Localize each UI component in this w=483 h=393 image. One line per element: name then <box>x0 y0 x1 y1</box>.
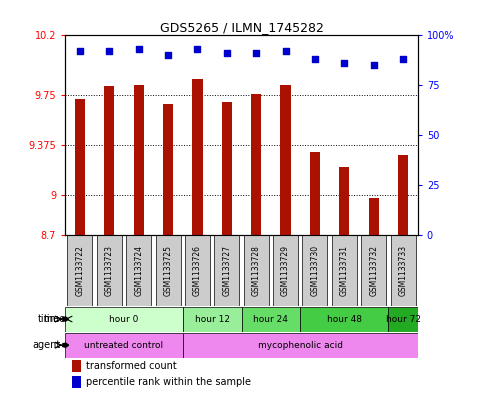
Point <box>252 50 260 57</box>
Bar <box>163 105 173 235</box>
FancyBboxPatch shape <box>126 235 151 306</box>
Text: hour 12: hour 12 <box>195 314 229 323</box>
Bar <box>398 155 408 235</box>
Text: GSM1133724: GSM1133724 <box>134 245 143 296</box>
Title: GDS5265 / ILMN_1745282: GDS5265 / ILMN_1745282 <box>159 21 324 34</box>
FancyBboxPatch shape <box>214 235 239 306</box>
Point <box>282 48 289 55</box>
Text: time: time <box>38 314 60 324</box>
Text: hour 24: hour 24 <box>254 314 288 323</box>
Text: hour 0: hour 0 <box>109 314 139 323</box>
FancyBboxPatch shape <box>68 235 92 306</box>
FancyBboxPatch shape <box>183 332 418 358</box>
FancyBboxPatch shape <box>244 235 269 306</box>
FancyBboxPatch shape <box>242 307 300 332</box>
Text: percentile rank within the sample: percentile rank within the sample <box>86 376 251 387</box>
Bar <box>222 102 232 235</box>
Text: time: time <box>43 314 66 324</box>
Point <box>223 50 231 57</box>
FancyBboxPatch shape <box>388 307 418 332</box>
Text: GSM1133722: GSM1133722 <box>75 245 85 296</box>
Bar <box>104 86 114 235</box>
Text: mycophenolic acid: mycophenolic acid <box>258 341 343 350</box>
FancyBboxPatch shape <box>65 332 183 358</box>
Point <box>164 52 172 59</box>
FancyBboxPatch shape <box>183 307 242 332</box>
Text: GSM1133723: GSM1133723 <box>105 245 114 296</box>
Text: transformed count: transformed count <box>86 361 177 371</box>
Text: GSM1133727: GSM1133727 <box>222 245 231 296</box>
Text: hour 48: hour 48 <box>327 314 362 323</box>
Text: GSM1133725: GSM1133725 <box>164 245 172 296</box>
Text: hour 72: hour 72 <box>385 314 421 323</box>
Text: GSM1133732: GSM1133732 <box>369 245 378 296</box>
FancyBboxPatch shape <box>332 235 357 306</box>
Point <box>194 46 201 53</box>
Bar <box>310 152 320 235</box>
Bar <box>369 198 379 235</box>
Text: GSM1133728: GSM1133728 <box>252 245 261 296</box>
FancyBboxPatch shape <box>361 235 386 306</box>
FancyBboxPatch shape <box>300 307 388 332</box>
Text: untreated control: untreated control <box>85 341 164 350</box>
Point <box>399 56 407 62</box>
Bar <box>251 94 261 235</box>
FancyBboxPatch shape <box>185 235 210 306</box>
FancyBboxPatch shape <box>65 307 183 332</box>
Bar <box>72 360 81 372</box>
Point <box>105 48 113 55</box>
Point <box>76 48 84 55</box>
Text: GSM1133726: GSM1133726 <box>193 245 202 296</box>
FancyBboxPatch shape <box>302 235 327 306</box>
Text: agent: agent <box>32 340 60 350</box>
Bar <box>75 99 85 235</box>
Bar <box>339 167 350 235</box>
Text: GSM1133729: GSM1133729 <box>281 245 290 296</box>
Point <box>341 60 348 66</box>
FancyBboxPatch shape <box>97 235 122 306</box>
Text: GSM1133731: GSM1133731 <box>340 245 349 296</box>
Text: GSM1133730: GSM1133730 <box>311 245 319 296</box>
Bar <box>281 84 291 235</box>
Bar <box>72 376 81 387</box>
Text: GSM1133733: GSM1133733 <box>398 245 408 296</box>
Point <box>311 56 319 62</box>
Point <box>370 62 378 68</box>
Bar <box>133 84 144 235</box>
FancyBboxPatch shape <box>156 235 181 306</box>
Bar <box>192 79 202 235</box>
FancyBboxPatch shape <box>391 235 415 306</box>
Point <box>135 46 142 53</box>
FancyBboxPatch shape <box>273 235 298 306</box>
